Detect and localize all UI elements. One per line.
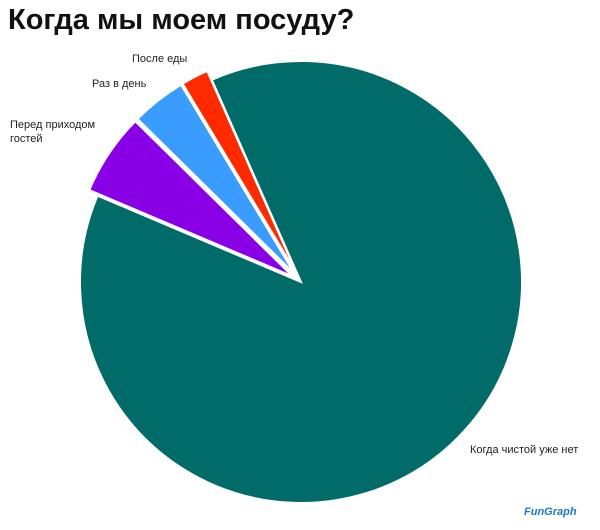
- slice-label: Когда чистой уже нет: [470, 444, 579, 456]
- chart-title: Когда мы моем посуду?: [8, 4, 355, 36]
- slice-label: После еды: [132, 53, 188, 65]
- pie-slice: [79, 60, 523, 504]
- watermark: FunGraph: [524, 506, 577, 518]
- slice-label: Раз в день: [92, 78, 147, 90]
- pie-slice: [136, 83, 296, 275]
- pie-slice: [181, 69, 298, 274]
- slice-label: Перед приходом гостей: [10, 119, 96, 145]
- pie-slice: [87, 119, 294, 278]
